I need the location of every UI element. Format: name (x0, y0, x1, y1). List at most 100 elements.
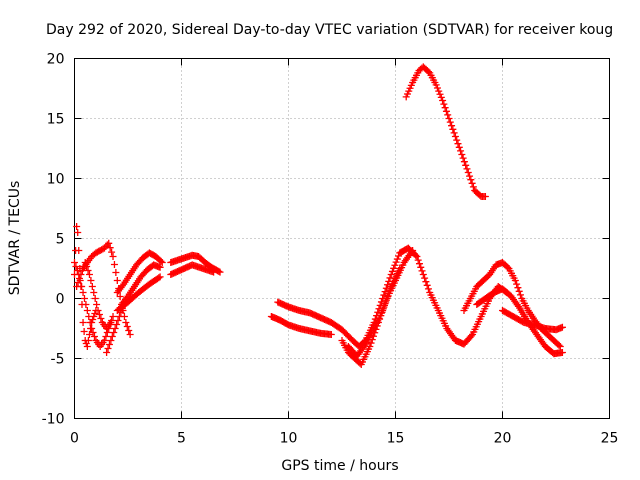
data-point (113, 321, 121, 328)
data-point (380, 291, 388, 299)
data-point (380, 303, 388, 311)
data-point (97, 315, 105, 322)
data-point (84, 337, 92, 344)
data-point (156, 263, 164, 271)
data-point (390, 264, 398, 272)
data-point (451, 133, 459, 140)
y-tick-label: 5 (56, 232, 65, 248)
data-point (459, 154, 467, 162)
data-point (412, 251, 420, 259)
y-tick-label: 15 (47, 112, 65, 128)
data-point (126, 331, 134, 338)
data-point (393, 255, 401, 263)
data-point (83, 307, 91, 314)
data-point (91, 295, 99, 302)
data-point (386, 274, 394, 282)
data-point (381, 288, 389, 296)
y-tick-label: 10 (47, 172, 65, 188)
series-arc-14 (344, 265, 404, 360)
data-point (91, 310, 99, 317)
data-point (105, 239, 113, 247)
data-point (84, 267, 92, 274)
data-point (418, 267, 426, 275)
data-point (110, 329, 118, 336)
data-point (90, 333, 98, 340)
data-point (384, 281, 392, 289)
data-point (468, 179, 476, 187)
data-point (424, 68, 432, 76)
data-point (421, 274, 429, 282)
data-point (415, 260, 423, 268)
data-marks (71, 63, 566, 368)
data-point (511, 277, 519, 284)
data-point (88, 283, 96, 290)
data-point (441, 104, 449, 112)
data-point (513, 280, 521, 288)
data-point (79, 289, 87, 296)
data-point (114, 317, 122, 324)
data-point (387, 271, 395, 278)
data-point (112, 269, 120, 276)
data-point (413, 253, 421, 260)
y-tick-label: 0 (56, 292, 65, 308)
data-point (395, 252, 403, 260)
data-point (107, 337, 115, 344)
data-point (90, 289, 98, 296)
series-arc-6 (113, 249, 166, 296)
data-point (113, 277, 121, 284)
data-point (444, 111, 452, 119)
data-point (73, 283, 81, 290)
data-point (75, 247, 83, 254)
data-point (516, 291, 524, 299)
data-point (446, 118, 454, 126)
data-point (123, 323, 131, 330)
data-point (462, 161, 470, 169)
data-point (72, 263, 80, 270)
data-point (327, 331, 335, 338)
data-point (85, 271, 93, 278)
data-point (379, 307, 387, 314)
data-point (466, 172, 474, 180)
y-axis-label: SDTVAR / TECUs (7, 181, 23, 296)
data-point (504, 263, 512, 271)
data-point (75, 275, 83, 282)
series-arc-18 (499, 307, 566, 334)
data-point (157, 257, 165, 265)
data-point (80, 295, 88, 302)
data-point (417, 263, 425, 271)
x-tick-label: 0 (70, 431, 79, 447)
data-point (454, 140, 462, 148)
data-point (433, 84, 441, 92)
data-point (74, 229, 82, 236)
data-point (385, 289, 393, 297)
data-point (558, 323, 566, 331)
x-tick-label: 20 (494, 431, 512, 447)
data-point (555, 341, 563, 349)
data-point (103, 329, 111, 336)
data-point (82, 301, 90, 308)
data-point (118, 282, 126, 290)
data-point (216, 268, 224, 276)
data-point (93, 301, 101, 308)
series-arc-7 (118, 261, 164, 308)
series-arc-11 (267, 313, 335, 338)
data-point (109, 313, 117, 320)
data-point (391, 261, 399, 269)
data-point (457, 147, 465, 155)
data-point (94, 307, 102, 314)
x-axis-label: GPS time / hours (281, 458, 398, 474)
data-point (558, 349, 566, 356)
data-point (79, 319, 87, 326)
data-point (95, 311, 103, 318)
data-point (125, 327, 133, 334)
data-point (80, 328, 88, 335)
data-point (104, 345, 112, 352)
data-point (89, 329, 97, 336)
data-point (71, 259, 78, 266)
series-arc-15 (402, 63, 489, 200)
data-point (460, 158, 468, 166)
data-point (448, 122, 456, 130)
data-point (367, 339, 375, 347)
data-point (423, 281, 431, 289)
